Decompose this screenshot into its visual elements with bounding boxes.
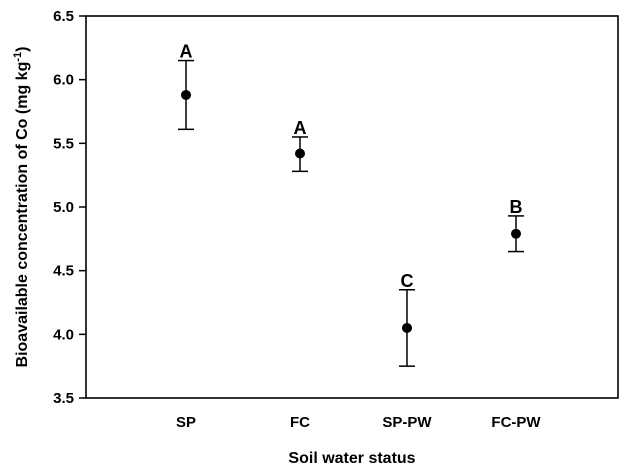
y-tick-label: 4.5 bbox=[53, 263, 74, 280]
x-tick-label: FC bbox=[290, 414, 310, 431]
y-axis-title-close: ) bbox=[14, 47, 31, 52]
y-tick-label: 4.0 bbox=[53, 326, 74, 343]
significance-letter: C bbox=[401, 271, 414, 291]
y-axis-title-main: Bioavailable concentration of Co (mg kg bbox=[14, 62, 31, 368]
plot-frame bbox=[85, 15, 619, 399]
data-point bbox=[511, 228, 521, 239]
x-axis-title: Soil water status bbox=[288, 450, 415, 466]
y-axis-title-superscript: -1 bbox=[12, 52, 24, 62]
y-tick-label: 6.5 bbox=[53, 8, 74, 25]
x-tick-label: SP bbox=[176, 414, 196, 431]
y-tick-label: 6.0 bbox=[53, 72, 74, 89]
data-point bbox=[181, 89, 191, 100]
data-point bbox=[295, 148, 305, 159]
y-axis-title: Bioavailable concentration of Co (mg kg-… bbox=[12, 47, 31, 368]
data-series: A A C B bbox=[178, 42, 524, 367]
x-axis: SP FC SP-PW FC-PW bbox=[176, 414, 541, 431]
x-tick-label: FC-PW bbox=[491, 414, 541, 431]
y-tick-label: 5.5 bbox=[53, 135, 74, 152]
y-tick-label: 5.0 bbox=[53, 199, 74, 216]
significance-letter: A bbox=[294, 118, 307, 138]
data-point bbox=[402, 322, 412, 333]
y-tick-label: 3.5 bbox=[53, 390, 74, 407]
significance-letter: B bbox=[510, 197, 523, 217]
significance-letter: A bbox=[180, 42, 193, 62]
y-axis: 3.5 4.0 4.5 5.0 5.5 6.0 6.5 bbox=[53, 8, 86, 407]
x-tick-label: SP-PW bbox=[382, 414, 432, 431]
plot-border bbox=[85, 15, 619, 399]
